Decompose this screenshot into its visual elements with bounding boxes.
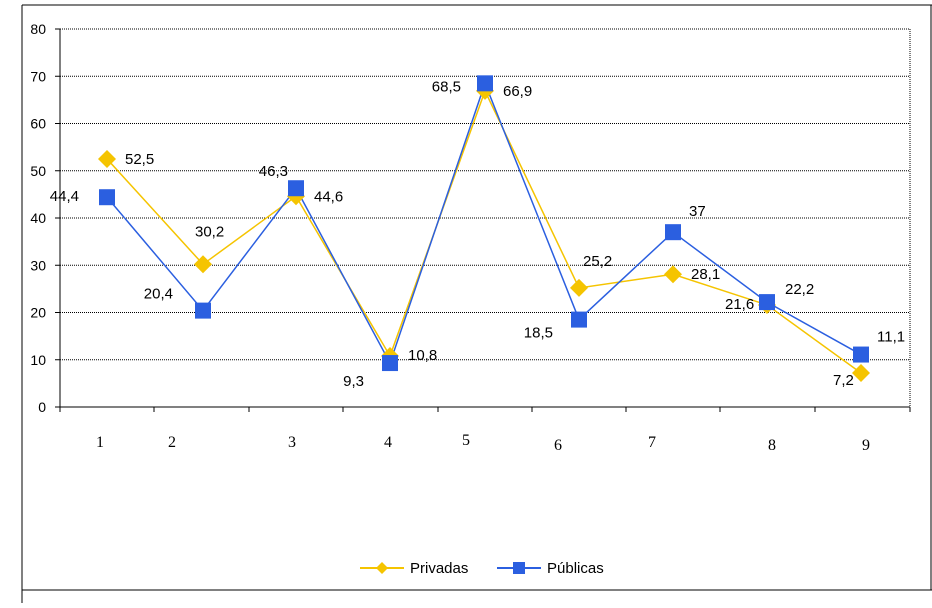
point-privadas — [194, 255, 212, 274]
data-label-publicas: 44,4 — [50, 188, 79, 205]
data-label-privadas: 28,1 — [691, 266, 720, 283]
y-tick-label: 80 — [30, 21, 46, 37]
y-tick-label: 70 — [30, 68, 46, 84]
legend-label-privadas: Privadas — [410, 560, 468, 577]
y-tick-label: 50 — [30, 163, 46, 179]
point-publicas — [665, 224, 681, 241]
data-label-publicas: 68,5 — [432, 78, 461, 95]
data-label-publicas: 20,4 — [144, 286, 173, 303]
data-label-publicas: 22,2 — [785, 281, 814, 298]
point-publicas — [382, 355, 398, 372]
data-label-layer: 52,5 30,2 44,6 10,8 66,9 25,2 28,1 21,6 7,2 44,4 2… — [50, 78, 905, 390]
series-layer — [98, 75, 870, 382]
point-privadas — [852, 363, 870, 382]
y-tick-label: 60 — [30, 116, 46, 132]
point-publicas — [571, 311, 587, 328]
data-label-privadas: 44,6 — [314, 188, 343, 205]
data-label-privadas: 25,2 — [583, 253, 612, 270]
data-label-publicas: 18,5 — [524, 325, 553, 342]
data-label-privadas: 10,8 — [408, 347, 437, 364]
point-publicas — [195, 302, 211, 319]
legend-diamond-icon — [376, 562, 388, 574]
data-label-privadas: 21,6 — [725, 296, 754, 313]
x-tick-label: 3 — [288, 434, 296, 451]
data-label-publicas: 11,1 — [877, 329, 905, 346]
point-privadas — [570, 278, 588, 297]
point-publicas — [477, 75, 493, 92]
y-tick-label: 10 — [30, 352, 46, 368]
legend-item-privadas: Privadas — [360, 560, 468, 577]
point-publicas — [759, 294, 775, 311]
data-label-privadas: 66,9 — [503, 83, 532, 100]
x-tick-label: 6 — [554, 437, 562, 454]
data-label-publicas: 9,3 — [343, 373, 364, 390]
data-label-publicas: 46,3 — [259, 163, 288, 180]
legend-item-publicas: Públicas — [497, 560, 604, 577]
x-tick-label: 4 — [384, 434, 392, 451]
y-tick-label: 30 — [30, 257, 46, 273]
x-tick-label: 2 — [168, 434, 176, 451]
axis-layer: 0 10 20 30 40 50 60 70 80 1 2 3 4 5 6 7 8 9 — [30, 21, 911, 454]
legend-square-icon — [513, 562, 525, 574]
y-tick-label: 20 — [30, 305, 46, 321]
legend: Privadas Públicas — [360, 560, 604, 577]
x-tick-label: 8 — [768, 437, 776, 454]
data-label-publicas: 37 — [689, 203, 706, 220]
y-tick-label: 0 — [38, 399, 46, 415]
data-label-privadas: 7,2 — [833, 372, 854, 389]
x-tick-label: 9 — [862, 437, 870, 454]
x-tick-label: 1 — [96, 434, 104, 451]
x-tick-label: 7 — [648, 434, 656, 451]
data-label-privadas: 52,5 — [125, 151, 154, 168]
y-tick-label: 40 — [30, 210, 46, 226]
point-privadas — [664, 265, 682, 284]
x-tick-label: 5 — [462, 432, 470, 449]
data-label-privadas: 30,2 — [195, 223, 224, 240]
legend-label-publicas: Públicas — [547, 560, 604, 577]
point-publicas — [99, 189, 115, 206]
point-publicas — [288, 180, 304, 197]
point-privadas — [98, 149, 116, 168]
point-publicas — [853, 346, 869, 363]
